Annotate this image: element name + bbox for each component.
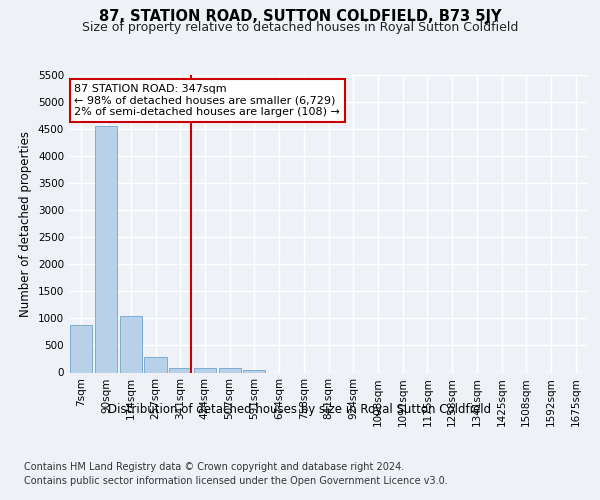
Bar <box>243 370 265 372</box>
Bar <box>95 126 117 372</box>
Y-axis label: Number of detached properties: Number of detached properties <box>19 130 32 317</box>
Text: Contains HM Land Registry data © Crown copyright and database right 2024.: Contains HM Land Registry data © Crown c… <box>24 462 404 472</box>
Text: Size of property relative to detached houses in Royal Sutton Coldfield: Size of property relative to detached ho… <box>82 22 518 35</box>
Bar <box>145 357 167 372</box>
Bar <box>194 368 216 372</box>
Text: 87 STATION ROAD: 347sqm
← 98% of detached houses are smaller (6,729)
2% of semi-: 87 STATION ROAD: 347sqm ← 98% of detache… <box>74 84 340 117</box>
Bar <box>70 325 92 372</box>
Bar <box>169 368 191 372</box>
Text: 87, STATION ROAD, SUTTON COLDFIELD, B73 5JY: 87, STATION ROAD, SUTTON COLDFIELD, B73 … <box>99 9 501 24</box>
Bar <box>218 368 241 372</box>
Bar <box>119 316 142 372</box>
Text: Distribution of detached houses by size in Royal Sutton Coldfield: Distribution of detached houses by size … <box>109 402 491 415</box>
Text: Contains public sector information licensed under the Open Government Licence v3: Contains public sector information licen… <box>24 476 448 486</box>
